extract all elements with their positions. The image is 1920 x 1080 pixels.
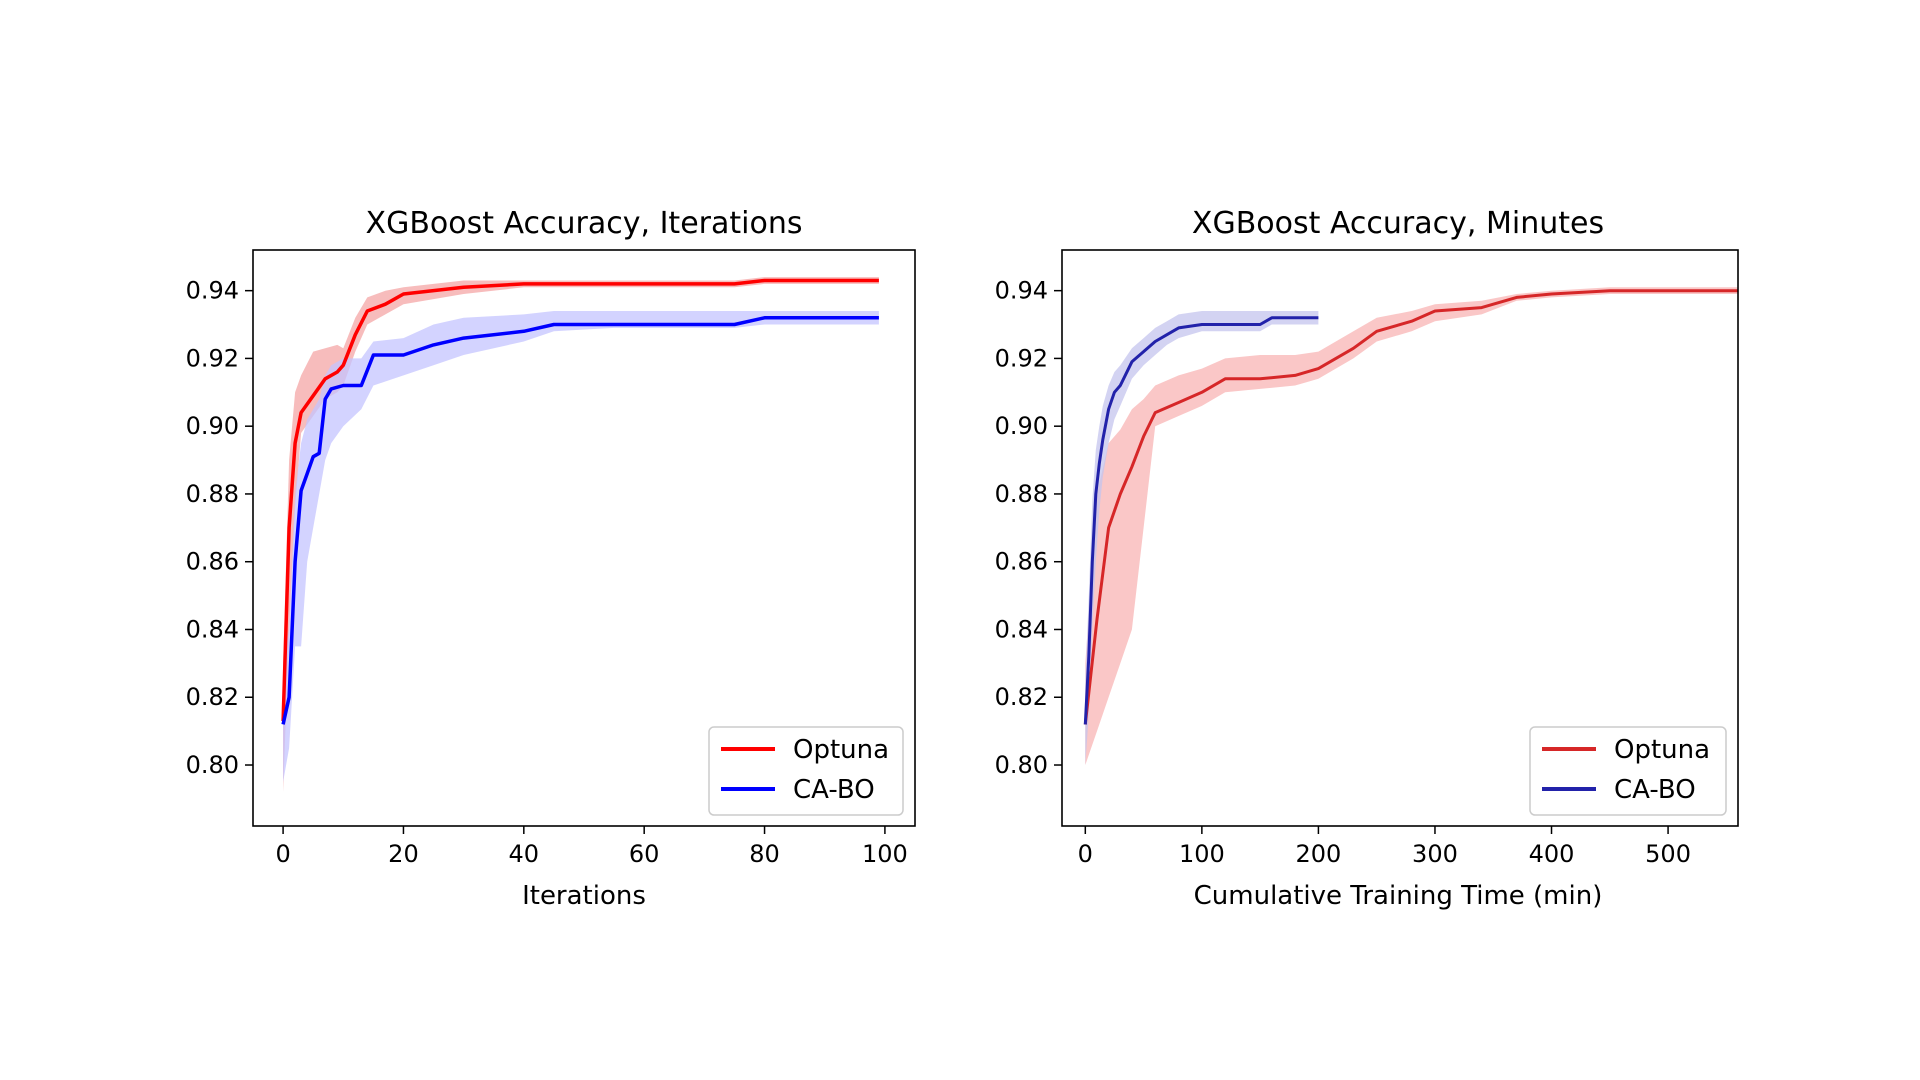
y-tick-label: 0.94 bbox=[995, 277, 1048, 305]
legend-label-ca-bo: CA-BO bbox=[793, 775, 875, 805]
x-tick-label: 500 bbox=[1645, 840, 1691, 868]
x-tick-label: 100 bbox=[862, 840, 908, 868]
legend-label-optuna: Optuna bbox=[793, 735, 889, 765]
chart-title: XGBoost Accuracy, Minutes bbox=[1192, 206, 1604, 241]
x-tick-label: 200 bbox=[1296, 840, 1342, 868]
y-tick-label: 0.92 bbox=[995, 344, 1048, 372]
y-tick-label: 0.82 bbox=[186, 683, 239, 711]
y-tick-label: 0.90 bbox=[186, 412, 239, 440]
legend-label-optuna: Optuna bbox=[1614, 735, 1710, 765]
x-axis-label: Cumulative Training Time (min) bbox=[1194, 881, 1603, 911]
y-tick-label: 0.92 bbox=[186, 344, 239, 372]
y-tick-label: 0.94 bbox=[186, 277, 239, 305]
y-tick-label: 0.88 bbox=[995, 480, 1048, 508]
plot-frame bbox=[252, 249, 916, 827]
axis-ticks: 0 100 200 300 400 500 0.80 0.82 0.84 0.86 0.88 0.90… bbox=[995, 277, 1691, 868]
series-line-ca-bo bbox=[281, 316, 879, 725]
y-tick-label: 0.84 bbox=[186, 615, 239, 643]
y-tick-label: 0.88 bbox=[186, 480, 239, 508]
plot-area bbox=[1083, 287, 1738, 765]
x-tick-label: 0 bbox=[1078, 840, 1093, 868]
legend-label-ca-bo: CA-BO bbox=[1614, 775, 1696, 805]
y-tick-label: 0.90 bbox=[995, 412, 1048, 440]
x-tick-label: 100 bbox=[1179, 840, 1225, 868]
y-tick-label: 0.80 bbox=[995, 751, 1048, 779]
series-line-optuna bbox=[1083, 289, 1738, 725]
axis-ticks: 0 20 40 60 80 100 0.80 0.82 0.84 0.86 0.88 0.90 0.92… bbox=[186, 277, 908, 868]
x-tick-label: 80 bbox=[749, 840, 780, 868]
chart-panel-minutes: XGBoost Accuracy, Minutes 0 100 200 300 400 5… bbox=[995, 206, 1739, 911]
chart-panel-iterations: XGBoost Accuracy, Iterations 0 20 40 60 80 10… bbox=[186, 206, 916, 911]
y-tick-label: 0.86 bbox=[186, 548, 239, 576]
x-axis-label: Iterations bbox=[522, 881, 646, 911]
legend: Optuna CA-BO bbox=[708, 726, 904, 816]
legend: Optuna CA-BO bbox=[1529, 726, 1727, 816]
series-line-ca-bo bbox=[1083, 316, 1319, 725]
series-line-optuna bbox=[281, 278, 879, 722]
x-tick-label: 20 bbox=[388, 840, 419, 868]
y-tick-label: 0.80 bbox=[186, 751, 239, 779]
x-tick-label: 300 bbox=[1412, 840, 1458, 868]
x-tick-label: 40 bbox=[509, 840, 540, 868]
plot-frame bbox=[1061, 249, 1739, 827]
y-tick-label: 0.84 bbox=[995, 615, 1048, 643]
chart-title: XGBoost Accuracy, Iterations bbox=[366, 206, 803, 241]
y-tick-label: 0.82 bbox=[995, 683, 1048, 711]
plot-area bbox=[281, 277, 879, 793]
x-tick-label: 0 bbox=[275, 840, 290, 868]
y-tick-label: 0.86 bbox=[995, 548, 1048, 576]
x-tick-label: 60 bbox=[629, 840, 660, 868]
x-tick-label: 400 bbox=[1529, 840, 1575, 868]
